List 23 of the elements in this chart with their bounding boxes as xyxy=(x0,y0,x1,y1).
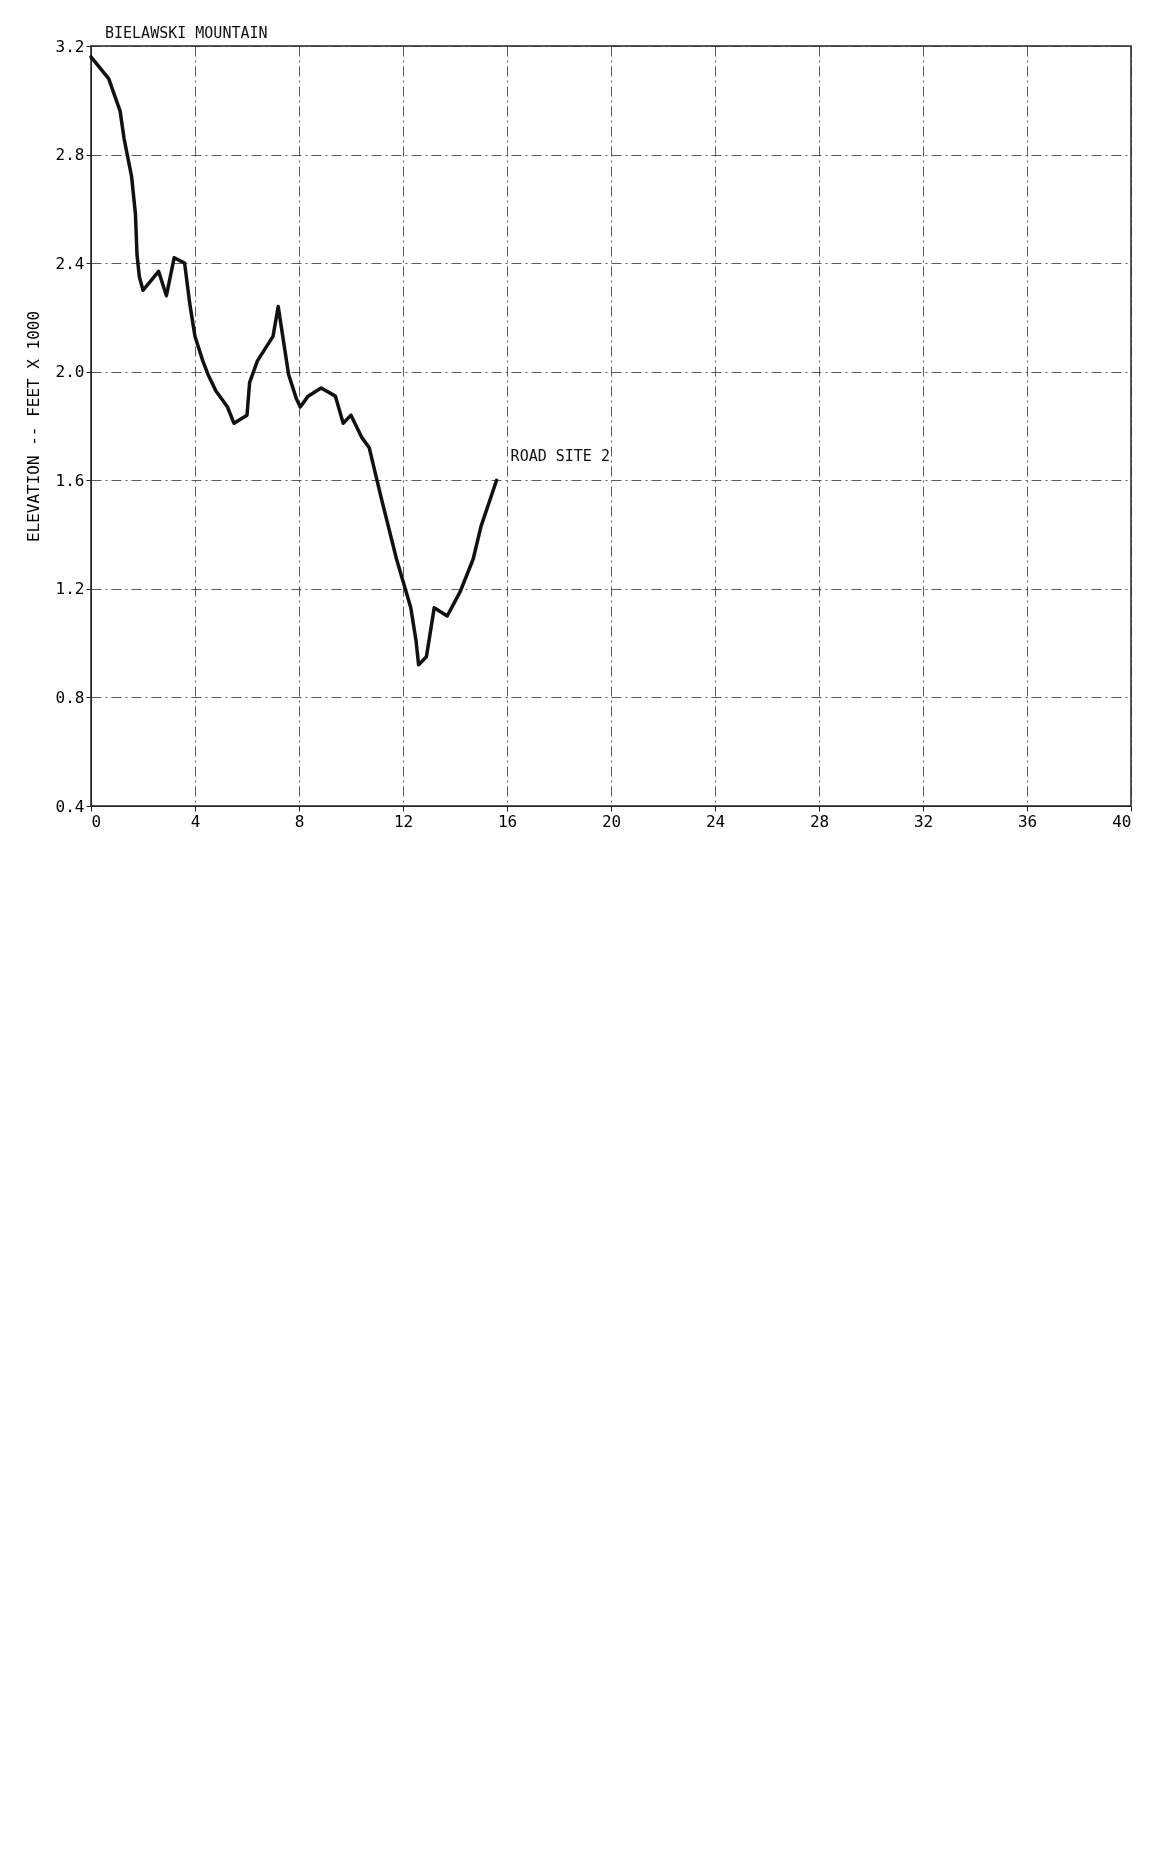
x-tick-label: 32 xyxy=(913,811,934,831)
x-tick-label: 24 xyxy=(705,811,726,831)
y-tick-label: 2.4 xyxy=(55,253,85,273)
y-tick-label: 2.0 xyxy=(55,362,85,382)
x-tick-label: 36 xyxy=(1017,811,1038,831)
annotation: ROAD SITE 2 xyxy=(510,447,610,466)
x-tick-label: 16 xyxy=(497,811,518,831)
x-tick-label: 0 xyxy=(91,811,102,831)
x-tick-label: 8 xyxy=(294,811,305,831)
x-tick-label: 20 xyxy=(601,811,622,831)
x-tick-label: 4 xyxy=(190,811,201,831)
x-tick-label: 40 xyxy=(1112,811,1132,831)
y-axis-title: ELEVATION -- FEET X 1000 xyxy=(23,310,43,543)
y-tick-label: 2.8 xyxy=(55,145,85,165)
x-tick-label: 12 xyxy=(393,811,414,831)
annotation: BIELAWSKI MOUNTAIN xyxy=(105,23,268,42)
line-series xyxy=(89,55,499,667)
x-tick-label: 28 xyxy=(809,811,830,831)
y-tick-label: 3.2 xyxy=(55,36,85,56)
y-tick-label: 0.8 xyxy=(55,687,85,707)
y-tick-label: 0.4 xyxy=(55,796,85,816)
y-tick-label: 1.2 xyxy=(55,579,85,599)
y-tick-label: 1.6 xyxy=(55,470,85,490)
